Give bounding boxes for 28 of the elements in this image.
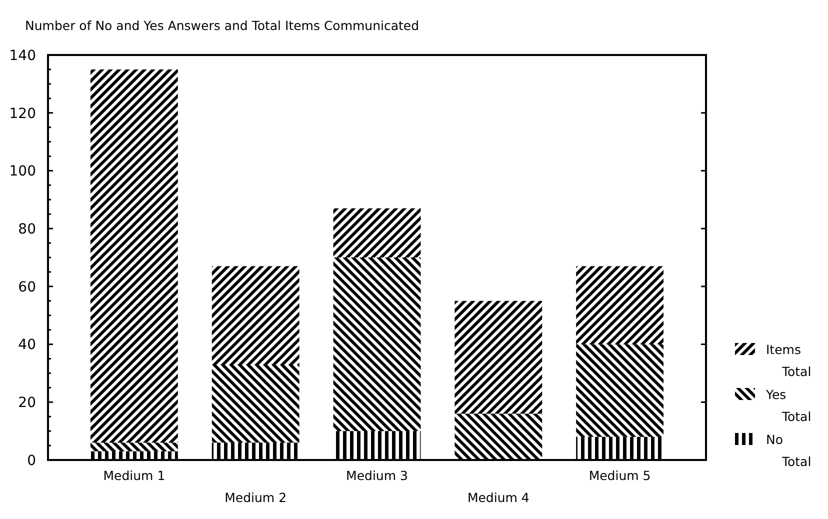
x-tick-label: Medium 3 — [346, 468, 408, 483]
y-tick-label: 80 — [18, 221, 36, 238]
chart-title: Number of No and Yes Answers and Total Items Communicated — [25, 18, 420, 33]
bar — [212, 266, 300, 365]
x-tick-label: Medium 2 — [224, 490, 287, 505]
y-tick-label: 0 — [27, 452, 36, 469]
legend-label: Yes Total — [765, 387, 812, 424]
bar — [576, 266, 664, 344]
legend-label: Items Total — [766, 342, 812, 379]
y-tick-label: 100 — [9, 164, 36, 180]
y-tick-label: 20 — [18, 395, 36, 412]
bar — [333, 258, 421, 432]
bar — [454, 414, 542, 460]
y-tick-label: 60 — [18, 279, 36, 296]
bar — [212, 364, 300, 443]
x-tick-label: Medium 1 — [103, 468, 166, 483]
bar — [333, 208, 421, 258]
bar — [90, 442, 178, 452]
y-tick-label: 40 — [18, 337, 36, 354]
x-tick-label: Medium 4 — [467, 490, 530, 505]
y-tick-label: 140 — [9, 48, 36, 64]
bar — [454, 300, 542, 414]
y-tick-label: 120 — [9, 106, 36, 122]
x-tick-label: Medium 5 — [588, 468, 651, 483]
bar — [90, 69, 178, 443]
bar — [576, 344, 664, 437]
bar — [212, 442, 300, 460]
legend-label: No Total — [766, 432, 812, 469]
